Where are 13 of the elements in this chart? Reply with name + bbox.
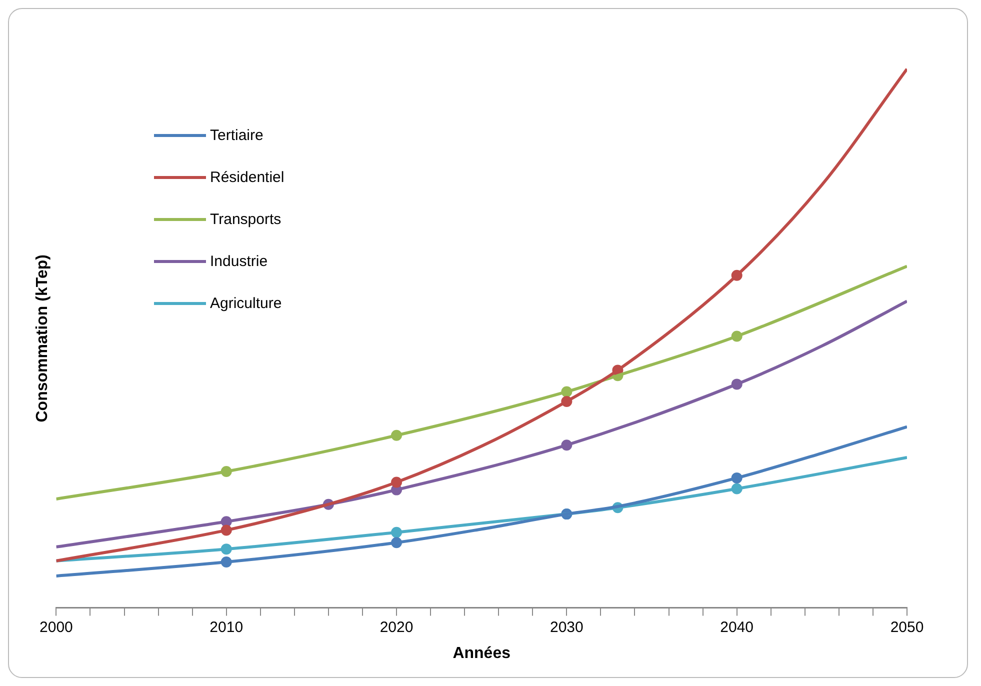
legend-label: Résidentiel [210, 169, 284, 186]
x-tick-label: 2010 [210, 618, 244, 636]
legend-label: Agriculture [210, 295, 282, 312]
x-axis-title: Années [452, 644, 511, 662]
y-axis-title: Consommation (kTep) [34, 254, 52, 422]
x-tick-label: 2000 [40, 618, 73, 636]
x-tick-label: 2020 [380, 618, 414, 636]
legend-label: Tertiaire [210, 127, 264, 144]
x-tick-label: 2030 [550, 618, 584, 636]
x-tick-label: 2040 [720, 618, 754, 636]
legend-label: Industrie [210, 253, 268, 270]
legend-label: Transports [210, 211, 282, 228]
x-tick-label: 2050 [890, 618, 924, 636]
